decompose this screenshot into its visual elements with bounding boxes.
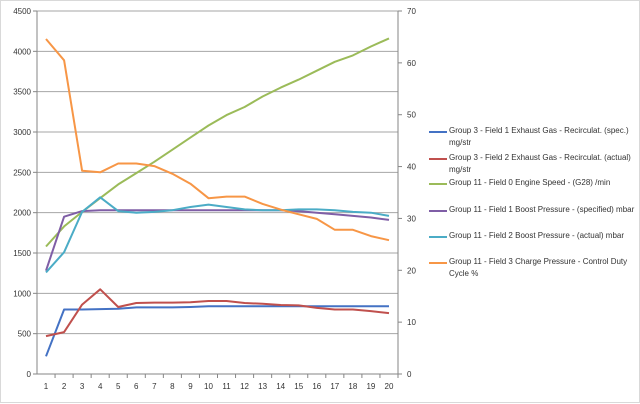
legend-item: Group 11 - Field 2 Boost Pressure - (act… bbox=[429, 230, 635, 242]
series-line-1 bbox=[45, 305, 389, 357]
legend-label: Group 11 - Field 3 Charge Pressure - Con… bbox=[449, 257, 628, 278]
y-tick-label: 4000 bbox=[13, 47, 31, 56]
x-tick-label: 19 bbox=[366, 382, 375, 391]
series-line-6 bbox=[45, 38, 390, 242]
x-tick-label: 12 bbox=[240, 382, 249, 391]
series-line-3 bbox=[45, 37, 390, 248]
legend-item: Group 11 - Field 1 Boost Pressure - (spe… bbox=[429, 204, 635, 216]
legend-swatch bbox=[429, 210, 447, 212]
y2-tick-label: 0 bbox=[407, 370, 412, 379]
y-tick-label: 2500 bbox=[13, 168, 31, 177]
x-tick-label: 20 bbox=[385, 382, 394, 391]
y2-tick-label: 60 bbox=[407, 59, 416, 68]
y-tick-label: 3000 bbox=[13, 128, 31, 137]
legend-item: Group 3 - Field 2 Exhaust Gas - Recircul… bbox=[429, 152, 635, 176]
legend-swatch bbox=[429, 158, 447, 160]
legend-swatch bbox=[429, 236, 447, 238]
legend-label: Group 3 - Field 2 Exhaust Gas - Recircul… bbox=[449, 153, 631, 174]
legend-label: Group 3 - Field 1 Exhaust Gas - Recircul… bbox=[449, 126, 629, 147]
x-tick-label: 4 bbox=[98, 382, 103, 391]
series-line-2 bbox=[45, 288, 390, 338]
legend-item: Group 11 - Field 0 Engine Speed - (G28) … bbox=[429, 177, 635, 189]
legend-swatch bbox=[429, 262, 447, 264]
y-tick-label: 3500 bbox=[13, 88, 31, 97]
y-tick-label: 1500 bbox=[13, 249, 31, 258]
series-line-4 bbox=[45, 209, 390, 272]
y-tick-label: 4500 bbox=[13, 7, 31, 16]
x-tick-label: 7 bbox=[152, 382, 157, 391]
y-tick-label: 0 bbox=[27, 370, 32, 379]
series-line-5 bbox=[45, 196, 390, 274]
x-tick-label: 3 bbox=[80, 382, 85, 391]
y-tick-label: 2000 bbox=[13, 209, 31, 218]
y2-tick-label: 70 bbox=[407, 7, 416, 16]
x-tick-label: 14 bbox=[276, 382, 285, 391]
x-tick-label: 8 bbox=[170, 382, 175, 391]
legend-swatch bbox=[429, 131, 447, 133]
x-tick-label: 9 bbox=[188, 382, 193, 391]
y-tick-label: 1000 bbox=[13, 289, 31, 298]
legend-item: Group 11 - Field 3 Charge Pressure - Con… bbox=[429, 256, 635, 280]
legend-swatch bbox=[429, 183, 447, 185]
legend-label: Group 11 - Field 2 Boost Pressure - (act… bbox=[449, 231, 625, 240]
x-tick-label: 1 bbox=[44, 382, 49, 391]
y-tick-label: 500 bbox=[18, 330, 32, 339]
x-tick-label: 10 bbox=[204, 382, 213, 391]
x-tick-label: 2 bbox=[62, 382, 67, 391]
y2-tick-label: 50 bbox=[407, 111, 416, 120]
x-tick-label: 15 bbox=[294, 382, 303, 391]
x-tick-label: 17 bbox=[330, 382, 339, 391]
legend-label: Group 11 - Field 0 Engine Speed - (G28) … bbox=[449, 178, 611, 187]
y2-tick-label: 40 bbox=[407, 163, 416, 172]
legend-label: Group 11 - Field 1 Boost Pressure - (spe… bbox=[449, 205, 635, 214]
y2-tick-label: 10 bbox=[407, 318, 416, 327]
x-tick-label: 18 bbox=[348, 382, 357, 391]
y2-tick-label: 20 bbox=[407, 266, 416, 275]
x-tick-label: 5 bbox=[116, 382, 121, 391]
x-tick-label: 6 bbox=[134, 382, 139, 391]
legend-item: Group 3 - Field 1 Exhaust Gas - Recircul… bbox=[429, 125, 635, 149]
x-tick-label: 16 bbox=[312, 382, 321, 391]
y2-tick-label: 30 bbox=[407, 214, 416, 223]
x-tick-label: 13 bbox=[258, 382, 267, 391]
x-tick-label: 11 bbox=[222, 382, 231, 391]
